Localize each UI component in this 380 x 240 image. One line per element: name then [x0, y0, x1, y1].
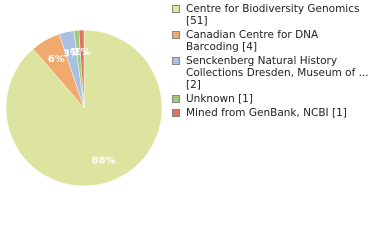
legend-label: Unknown [1]	[186, 93, 253, 105]
legend-label: Mined from GenBank, NCBI [1]	[186, 107, 347, 119]
pie-chart: 86% 6%3%1%1%	[5, 29, 163, 187]
pie-slice	[78, 29, 85, 109]
legend-swatch	[172, 5, 180, 13]
legend-label: Centre for Biodiversity Genomics [51]	[186, 3, 360, 27]
legend-item: Unknown [1]	[172, 93, 372, 105]
legend: Centre for Biodiversity Genomics [51] Can…	[172, 3, 372, 121]
legend-item: Senckenberg Natural History Collections …	[172, 55, 372, 91]
legend-swatch	[172, 95, 180, 103]
legend-item: Canadian Centre for DNA Barcoding [4]	[172, 29, 372, 53]
legend-label: Senckenberg Natural History Collections …	[186, 55, 369, 91]
legend-item: Mined from GenBank, NCBI [1]	[172, 107, 372, 119]
legend-swatch	[172, 31, 180, 39]
slice-label: 1%	[70, 47, 87, 58]
slice-label: 3%	[63, 48, 80, 59]
legend-item: Centre for Biodiversity Genomics [51]	[172, 3, 372, 27]
slice-label: 1%	[74, 47, 91, 58]
slice-label: 86%	[92, 156, 116, 167]
legend-label: Canadian Centre for DNA Barcoding [4]	[186, 29, 319, 53]
legend-swatch	[172, 109, 180, 117]
slice-label: 6%	[48, 54, 65, 65]
legend-swatch	[172, 57, 180, 65]
